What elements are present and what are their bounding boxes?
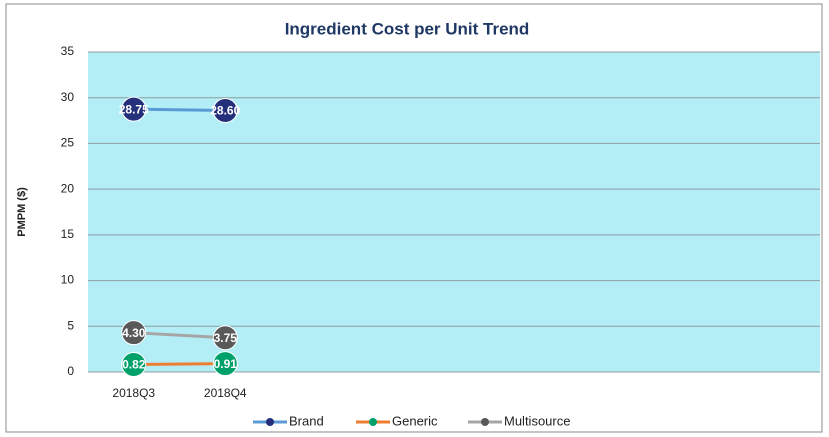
chart-title: Ingredient Cost per Unit Trend xyxy=(285,19,530,38)
legend-label: Generic xyxy=(392,413,438,428)
data-label: 0.91 xyxy=(214,357,238,371)
data-label: 28.75 xyxy=(119,102,149,116)
marker xyxy=(121,320,147,346)
x-tick-label: 2018Q4 xyxy=(204,386,247,400)
y-tick-label: 0 xyxy=(67,364,74,378)
y-tick-label: 30 xyxy=(61,90,75,104)
legend-label: Multisource xyxy=(504,413,570,428)
y-axis-label: PMPM ($) xyxy=(16,187,28,237)
marker xyxy=(212,351,238,377)
y-tick-label: 20 xyxy=(61,181,75,195)
y-tick-label: 15 xyxy=(61,227,75,241)
y-tick-label: 10 xyxy=(61,273,75,287)
series-line xyxy=(133,107,226,113)
legend-marker xyxy=(369,418,377,426)
y-tick-label: 25 xyxy=(61,136,75,150)
marker xyxy=(212,325,238,351)
data-label: 3.75 xyxy=(214,331,238,345)
data-label: 0.82 xyxy=(122,358,146,372)
marker xyxy=(121,352,147,378)
legend-marker xyxy=(481,418,489,426)
data-label: 4.30 xyxy=(122,326,146,340)
legend-label: Brand xyxy=(289,413,324,428)
y-tick-label: 35 xyxy=(61,44,75,58)
series-line xyxy=(133,362,226,367)
marker xyxy=(212,98,238,124)
x-tick-label: 2018Q3 xyxy=(112,386,155,400)
y-tick-label: 5 xyxy=(67,318,74,332)
marker xyxy=(121,96,147,122)
data-label: 28.60 xyxy=(210,104,240,118)
series-line xyxy=(133,331,226,340)
legend-marker xyxy=(266,418,274,426)
plot-area xyxy=(88,52,820,372)
